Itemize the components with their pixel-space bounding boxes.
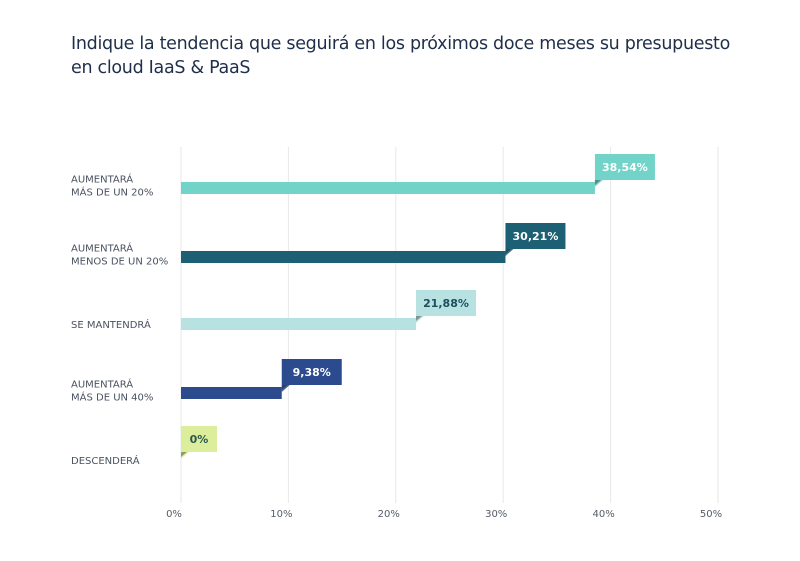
chart-title: Indique la tendencia que seguirá en los … (71, 34, 730, 78)
data-label-box (281, 359, 342, 385)
x-tick-label: 50% (700, 509, 722, 520)
bar (181, 251, 506, 263)
data-label-pointer-shadow (505, 249, 512, 254)
x-tick-label: 0% (166, 509, 182, 520)
data-label-pointer (281, 385, 290, 392)
data-label-pointer (594, 180, 603, 187)
category-label: AUMENTARÁ (71, 242, 133, 255)
data-label-box (415, 290, 476, 316)
data-label-pointer (415, 316, 424, 323)
category-label: AUMENTARÁ (71, 173, 133, 186)
x-tick-label: 20% (378, 509, 400, 520)
category-label: DESCENDERÁ (71, 454, 140, 467)
data-label-pointer-shadow (281, 385, 288, 390)
data-label-pointer-shadow (415, 316, 422, 321)
data-label: 9,38% (293, 366, 331, 379)
bar (181, 182, 595, 194)
data-label: 21,88% (423, 297, 469, 310)
category-label: MÁS DE UN 40% (71, 391, 153, 404)
x-tick-label: 40% (592, 509, 614, 520)
category-label: SE MANTENDRÁ (71, 318, 151, 331)
x-tick-label: 30% (485, 509, 507, 520)
x-tick-label: 10% (270, 509, 292, 520)
category-label: MÁS DE UN 20% (71, 186, 153, 199)
data-label-pointer (181, 452, 189, 459)
bar (181, 387, 282, 399)
category-label: AUMENTARÁ (71, 378, 133, 391)
category-label: MENOS DE UN 20% (71, 257, 168, 268)
data-label-pointer-shadow (181, 452, 187, 457)
data-label: 30,21% (513, 230, 559, 243)
data-label-box (594, 154, 655, 180)
data-label-pointer-shadow (594, 180, 601, 185)
data-label-box (505, 223, 566, 249)
data-label: 38,54% (602, 161, 648, 174)
data-label-pointer (505, 249, 514, 256)
data-label: 0% (190, 433, 209, 446)
data-label-box (181, 426, 217, 452)
bar (181, 318, 416, 330)
